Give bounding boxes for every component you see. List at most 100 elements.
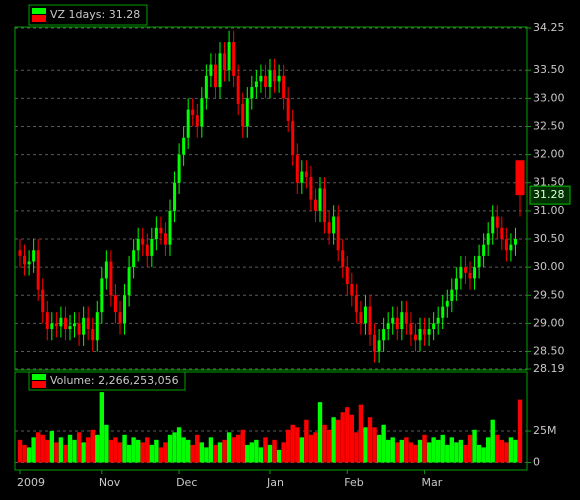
candle-body	[413, 334, 417, 341]
candle-body	[354, 295, 358, 313]
legend-swatch-up	[32, 374, 46, 380]
volume-bar	[331, 417, 336, 463]
candle-body	[23, 255, 27, 265]
candle-body	[127, 267, 131, 296]
y-tick-label: 33.00	[533, 91, 565, 104]
volume-bar	[249, 442, 255, 463]
volume-bar	[458, 439, 464, 463]
candle-body	[86, 317, 90, 330]
volume-bar	[58, 437, 64, 463]
volume-bar	[504, 442, 509, 463]
candle-body	[509, 244, 513, 251]
volume-bar	[131, 437, 136, 463]
candle-body	[145, 244, 149, 256]
candle-body	[341, 250, 345, 268]
candle-body	[100, 278, 104, 313]
volume-bar	[495, 434, 500, 463]
volume-bar	[426, 442, 432, 463]
candle-body	[50, 323, 54, 330]
candle-body	[304, 171, 308, 178]
candle-body	[223, 53, 227, 71]
y-tick-label: 34.25	[533, 21, 565, 34]
volume-bar	[63, 444, 68, 463]
volume-bar	[226, 432, 232, 463]
candle-body	[41, 289, 45, 313]
volume-bar	[376, 434, 382, 463]
volume-bar	[422, 434, 427, 463]
volume-bar	[476, 444, 482, 463]
volume-bar	[445, 444, 450, 463]
volume-bar	[185, 439, 191, 463]
volume-bar	[76, 432, 82, 463]
candle-body	[159, 227, 163, 234]
candle-body	[336, 216, 340, 251]
volume-bar	[45, 439, 50, 463]
last-price-box	[529, 185, 571, 205]
candle-body	[427, 329, 431, 335]
candle-body	[404, 312, 408, 324]
volume-bar	[176, 427, 182, 463]
candle-body	[486, 233, 490, 245]
volume-bar	[413, 444, 418, 463]
candle-body	[232, 42, 236, 76]
volume-bar	[245, 444, 250, 463]
y-tick-label: 31.50	[533, 176, 565, 189]
y-tick-label: 28.19	[533, 362, 565, 375]
volume-bar	[431, 437, 436, 463]
candle-body	[136, 239, 140, 251]
candle-body	[154, 227, 158, 240]
price-legend: VZ 1days: 31.28	[28, 4, 148, 26]
volume-bar	[276, 449, 282, 463]
y-tick-label: 32.00	[533, 148, 565, 161]
candle-body	[104, 261, 108, 279]
candle-body	[282, 75, 286, 99]
y-tick-label: 0	[533, 455, 540, 468]
volume-bar	[467, 434, 473, 463]
x-tick-label: Dec	[176, 476, 197, 489]
candle-body	[391, 317, 395, 324]
last-price-label: 31.28	[533, 188, 565, 201]
candle-body	[495, 216, 499, 228]
volume-bar	[40, 434, 45, 463]
x-tick-label: 2009	[17, 476, 45, 489]
volume-bar	[154, 439, 159, 463]
volume-bar	[295, 427, 300, 463]
x-tick-label: Feb	[344, 476, 363, 489]
legend-swatch-down	[32, 15, 46, 22]
candle-body	[182, 137, 186, 155]
volume-bar	[372, 427, 377, 463]
volume-bar	[240, 429, 245, 463]
candle-body	[291, 120, 295, 155]
candle-body	[59, 317, 63, 327]
candle-body	[350, 284, 354, 296]
candle-body	[423, 329, 427, 335]
volume-bar	[22, 444, 27, 463]
candle-body	[327, 222, 331, 234]
volume-bar	[195, 434, 200, 463]
legend-swatch-up	[32, 8, 46, 14]
candle-body	[254, 81, 258, 88]
candle-body	[473, 267, 477, 279]
candle-body	[173, 182, 177, 211]
candle-body	[300, 171, 304, 183]
volume-bar	[508, 437, 514, 463]
volume-bar	[390, 437, 395, 463]
price-panel	[14, 26, 528, 371]
y-tick-label: 30.50	[533, 232, 565, 245]
volume-bar	[99, 392, 105, 463]
candle-body	[491, 216, 495, 234]
legend-box	[28, 4, 148, 26]
candle-body	[95, 312, 99, 341]
candle-body	[245, 98, 249, 127]
volume-bar	[113, 437, 118, 463]
candle-body	[277, 75, 281, 82]
y-tick-label: 33.50	[533, 63, 565, 76]
volume-bar	[395, 442, 400, 463]
candle-body	[454, 278, 458, 290]
volume-legend: Volume: 2,266,253,056	[28, 371, 186, 391]
candle-body	[513, 239, 517, 245]
volume-bar	[363, 427, 368, 463]
candle-body	[259, 75, 263, 82]
candle-body	[332, 216, 336, 234]
volume-bar	[199, 442, 205, 463]
